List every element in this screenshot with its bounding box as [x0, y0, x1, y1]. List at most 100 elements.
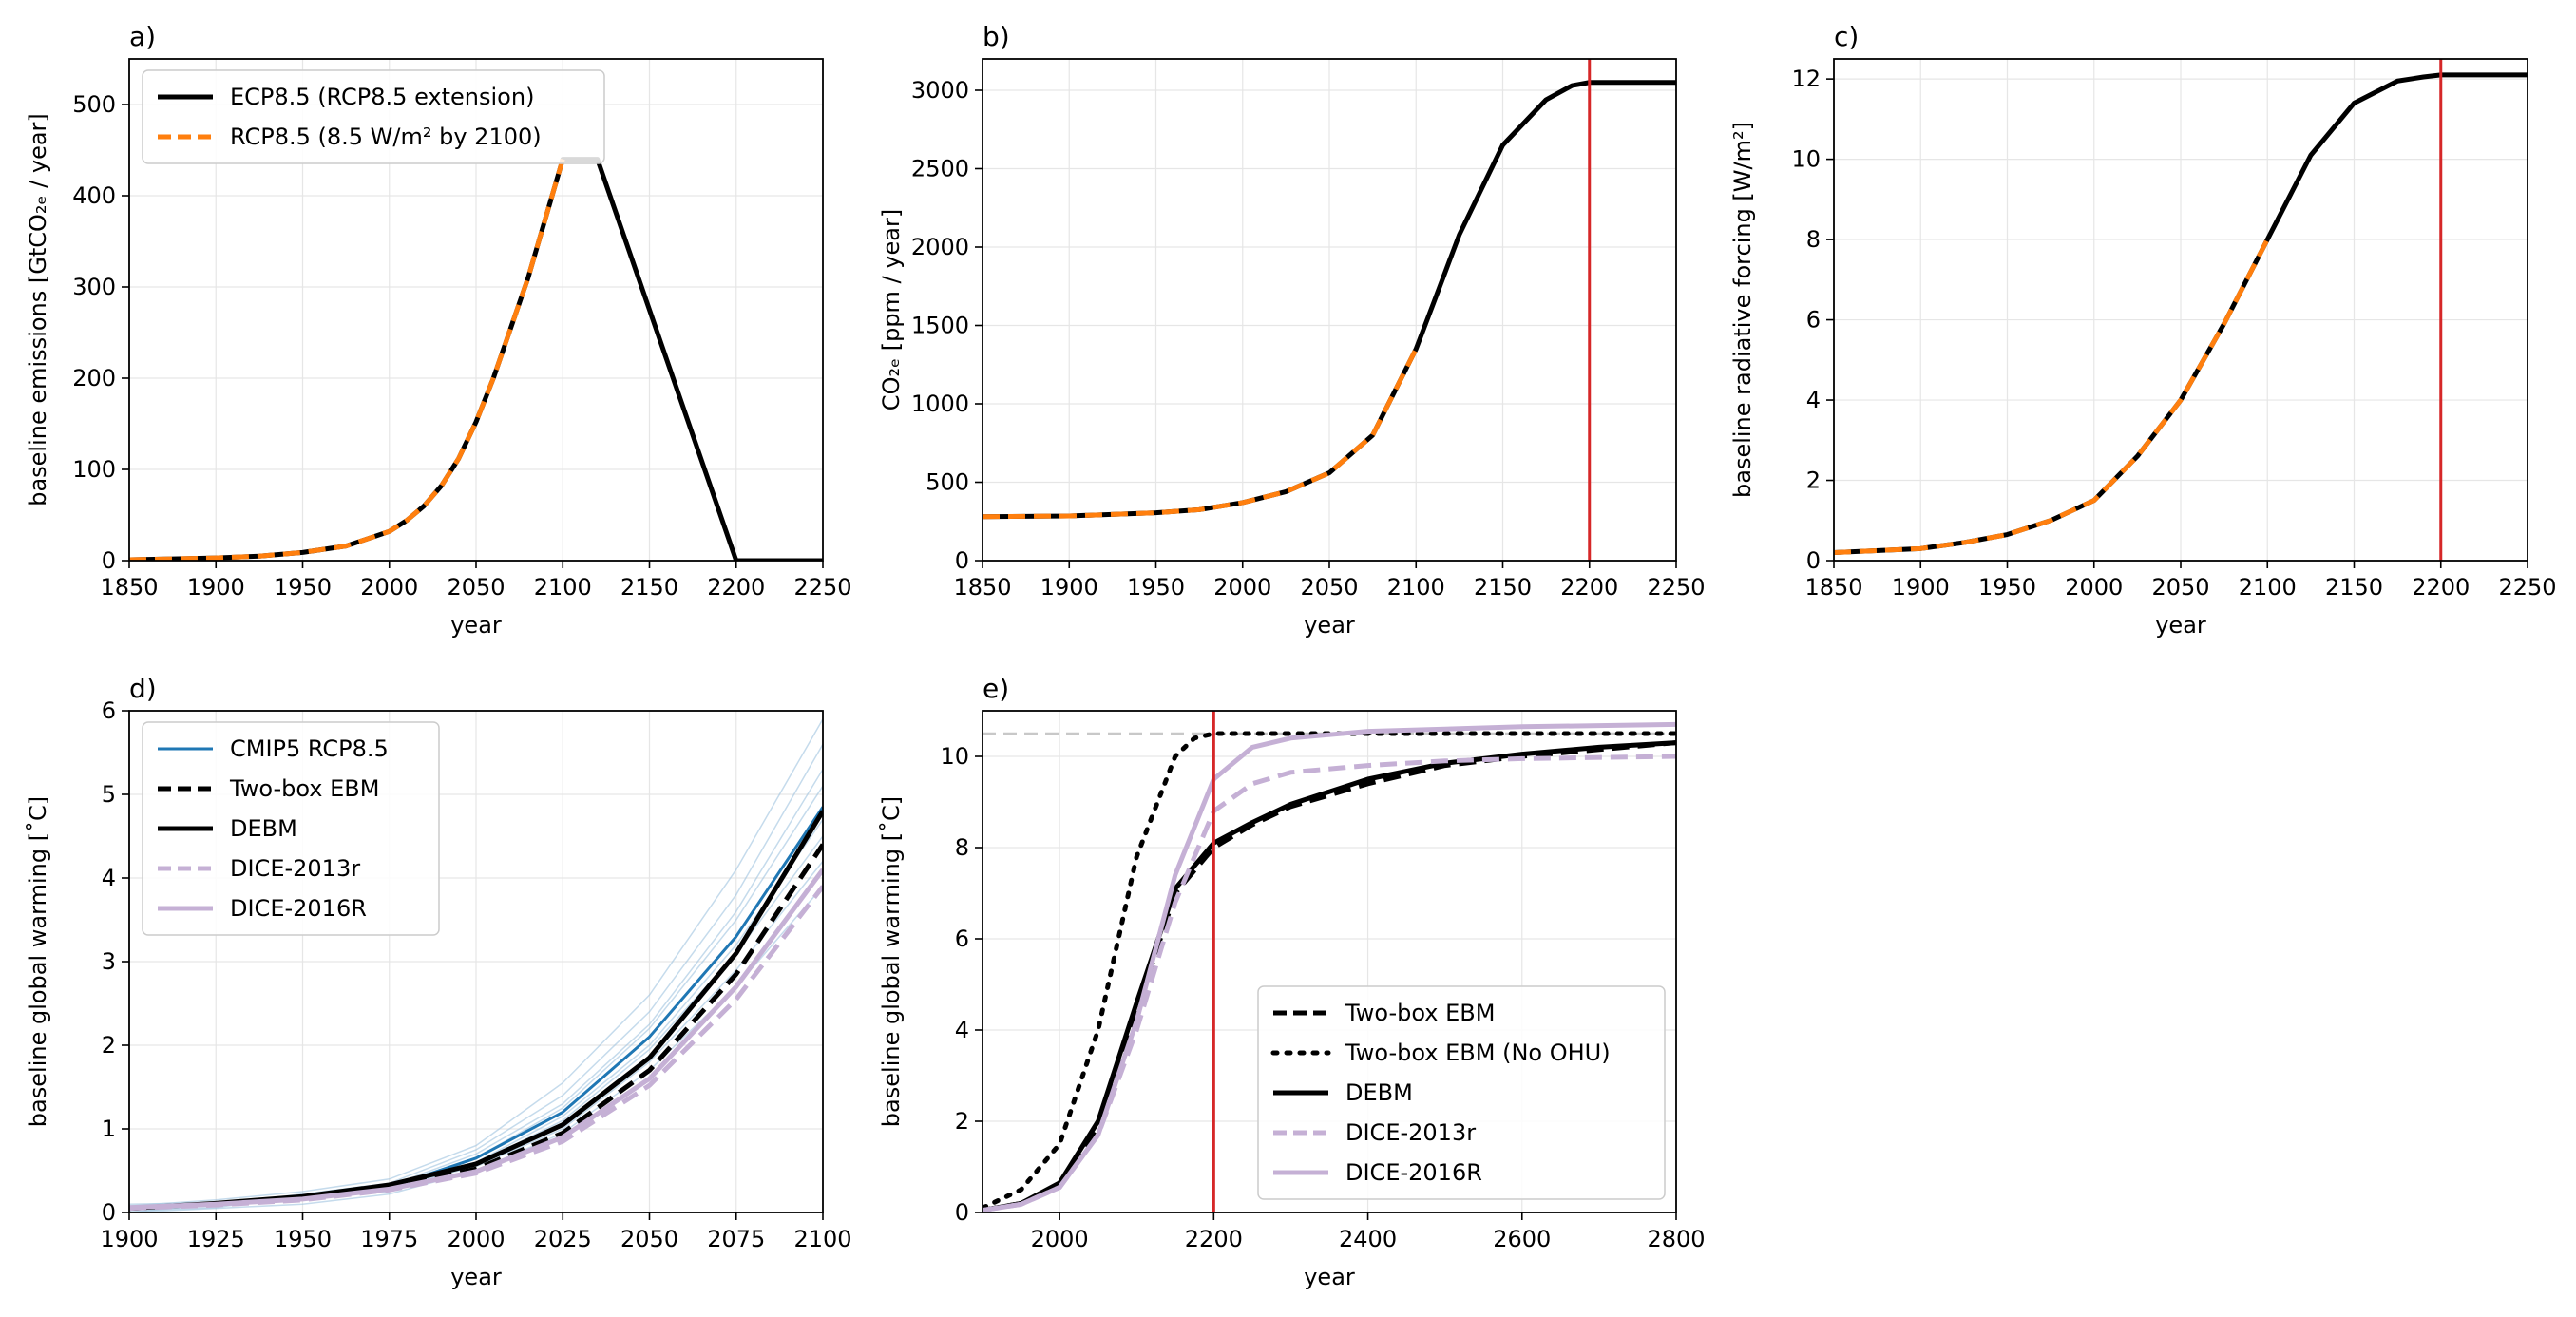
y-tick-label: 4 [1806, 387, 1821, 413]
x-tick-label: 1900 [100, 1226, 158, 1252]
grid [982, 59, 1677, 562]
x-tick-label: 2200 [1560, 574, 1618, 601]
y-tick-label: 1500 [911, 313, 969, 339]
y-tick-label: 0 [1806, 547, 1821, 574]
y-tick-label: 1000 [911, 391, 969, 417]
y-tick-label: 0 [955, 1199, 969, 1226]
x-tick-label: 2150 [620, 574, 678, 601]
plot-area [129, 157, 823, 561]
y-tick-label: 200 [72, 365, 116, 391]
x-tick-label: 2150 [2325, 574, 2383, 601]
panel-b: 1850 1900 1950 2000 2050 2100 2150 2200 2250 0 500… [878, 21, 1706, 639]
x-axis-label: year [450, 1264, 502, 1290]
x-tick-label: 1950 [274, 574, 332, 601]
ensemble-member-line [129, 718, 823, 1207]
legend: ECP8.5 (RCP8.5 extension) RCP8.5 (8.5 W/m… [142, 69, 605, 164]
panel-e: 2000 2200 2400 2600 2800 0 2 4 6 8 10 e) year baselin… [878, 673, 1706, 1290]
legend-entry-label: DICE-2016R [1345, 1159, 1482, 1186]
y-tick-label: 12 [1791, 66, 1821, 92]
y-tick-label: 4 [102, 865, 116, 891]
x-tick-label: 1950 [1127, 574, 1185, 601]
legend-entry-label: Two-box EBM [1345, 1000, 1495, 1026]
x-tick-label: 2100 [534, 574, 592, 601]
panel-a: 1850 1900 1950 2000 2050 2100 2150 2200 2250 0 100… [25, 21, 852, 639]
panel-title: d) [129, 673, 157, 704]
y-tick-label: 400 [72, 182, 116, 209]
x-tick-label: 2050 [620, 1226, 678, 1252]
x-tick-label: 2000 [1031, 1226, 1089, 1252]
plot-area [1834, 72, 2528, 556]
x-tick-label: 1925 [187, 1226, 245, 1252]
x-tick-label: 2150 [1474, 574, 1532, 601]
x-axis-label: year [1304, 1264, 1355, 1290]
grid [1833, 59, 2528, 562]
y-tick-label: 4 [955, 1017, 969, 1043]
x-tick-label: 2100 [1387, 574, 1445, 601]
legend-entry-label: DICE-2013r [1345, 1119, 1476, 1146]
y-axis-label: baseline global warming [˚C] [878, 796, 905, 1127]
y-tick-label: 2 [1806, 468, 1821, 494]
legend-entry-label: DICE-2013r [230, 855, 360, 882]
series-line-debm [983, 740, 1676, 1212]
legend-entry-label: Two-box EBM (No OHU) [1345, 1040, 1611, 1066]
legend-box [1257, 985, 1666, 1200]
y-tick-label: 6 [1806, 307, 1821, 334]
series-line-dice-2016r [129, 868, 823, 1211]
legend-entry-label: CMIP5 RCP8.5 [230, 735, 389, 762]
y-tick-label: 3000 [911, 77, 969, 104]
x-tick-label: 2250 [1647, 574, 1705, 601]
x-tick-label: 2250 [793, 574, 851, 601]
legend-entry-label: RCP8.5 (8.5 W/m² by 2100) [230, 124, 542, 150]
axes-frame [982, 710, 1677, 1213]
series-line-rcp8-5 [983, 348, 1419, 520]
legend-box [142, 721, 440, 936]
legend-entry-label: DEBM [230, 815, 297, 842]
series-line-rcp8-5-8-5-w-m-by-2100- [129, 158, 565, 561]
panel-title: b) [983, 21, 1010, 52]
x-tick-label: 2100 [2239, 574, 2297, 601]
panel-d: 1900 1925 1950 1975 2000 2025 2050 2075 2100 0 1 2 3… [25, 673, 852, 1290]
x-tick-label: 2200 [2412, 574, 2470, 601]
y-tick-label: 500 [72, 91, 116, 118]
y-tick-label: 3 [102, 948, 116, 975]
legend-entry-label: Two-box EBM [229, 775, 379, 802]
x-axis-label: year [450, 612, 502, 639]
x-tick-label: 2400 [1339, 1226, 1397, 1252]
x-tick-label: 1950 [1978, 574, 2036, 601]
x-tick-label: 2200 [1185, 1226, 1243, 1252]
y-tick-label: 2 [955, 1108, 969, 1135]
y-tick-label: 2 [102, 1032, 116, 1059]
legend-entry-label: DICE-2016R [230, 895, 367, 922]
y-tick-label: 5 [102, 781, 116, 808]
y-tick-label: 0 [102, 1199, 116, 1226]
y-tick-label: 100 [72, 456, 116, 483]
legend-box [142, 69, 605, 164]
panel-title: a) [129, 21, 156, 52]
x-tick-label: 2050 [1300, 574, 1358, 601]
y-tick-label: 0 [955, 547, 969, 574]
y-tick-label: 2000 [911, 234, 969, 260]
x-tick-label: 1950 [274, 1226, 332, 1252]
x-tick-label: 2075 [707, 1226, 765, 1252]
x-tick-label: 2250 [2498, 574, 2556, 601]
y-tick-label: 1 [102, 1116, 116, 1142]
y-tick-label: 8 [1806, 226, 1821, 253]
y-tick-label: 10 [1791, 146, 1821, 173]
y-tick-label: 6 [102, 697, 116, 724]
x-tick-label: 2050 [447, 574, 505, 601]
x-tick-label: 2000 [360, 574, 418, 601]
x-tick-label: 1900 [1892, 574, 1950, 601]
x-tick-label: 2000 [2065, 574, 2123, 601]
x-tick-label: 1850 [953, 574, 1011, 601]
plot-area [129, 718, 823, 1212]
x-tick-label: 1975 [360, 1226, 418, 1252]
y-tick-label: 500 [925, 469, 969, 496]
x-axis-label: year [1304, 612, 1355, 639]
y-tick-label: 300 [72, 274, 116, 300]
x-tick-label: 2050 [2151, 574, 2209, 601]
x-tick-label: 2100 [793, 1226, 851, 1252]
x-tick-label: 2200 [707, 574, 765, 601]
y-axis-label: baseline radiative forcing [W/m²] [1729, 122, 1756, 498]
legend-entry-label: DEBM [1345, 1079, 1413, 1106]
plot-area [983, 80, 1676, 520]
